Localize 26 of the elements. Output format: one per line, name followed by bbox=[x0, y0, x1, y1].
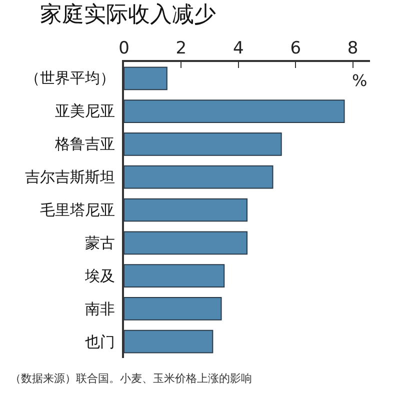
x-axis-title: % bbox=[352, 71, 368, 90]
bar bbox=[124, 132, 282, 156]
y-tick-label: 格鲁吉亚 bbox=[54, 135, 115, 153]
y-tick-label: 南非 bbox=[85, 300, 115, 318]
y-tick-label: 也门 bbox=[85, 333, 115, 351]
bar bbox=[124, 66, 168, 90]
bar bbox=[124, 330, 214, 354]
y-tick-label: 埃及 bbox=[84, 267, 115, 285]
bar bbox=[124, 198, 248, 222]
x-tick-label: 2 bbox=[176, 38, 187, 58]
y-tick-label: 毛里塔尼亚 bbox=[40, 201, 115, 219]
y-tick-label: 吉尔吉斯斯坦 bbox=[25, 168, 115, 186]
text: （数据来源）联合国。小麦、玉米价格上涨的影响 bbox=[10, 372, 252, 385]
bar bbox=[124, 100, 345, 124]
bar bbox=[124, 231, 248, 255]
y-tick-label: （世界平均） bbox=[25, 69, 115, 87]
chart-title: 家庭实际收入减少 bbox=[40, 2, 216, 28]
x-tick-label: 6 bbox=[290, 38, 302, 58]
x-tick-label: 8 bbox=[347, 38, 358, 58]
x-tick-label: 0 bbox=[118, 38, 130, 58]
bar bbox=[124, 264, 225, 288]
y-tick-label: 蒙古 bbox=[85, 234, 115, 252]
bar bbox=[124, 165, 274, 189]
x-tick-label: 4 bbox=[233, 38, 244, 58]
bar bbox=[124, 296, 222, 320]
y-tick-label: 亚美尼亚 bbox=[55, 102, 115, 120]
